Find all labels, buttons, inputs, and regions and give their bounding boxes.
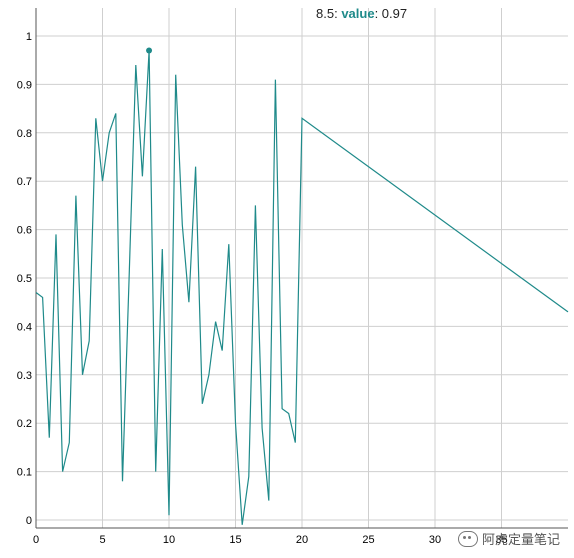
y-tick-label: 1 bbox=[26, 31, 32, 43]
y-tick-label: 0.2 bbox=[17, 418, 32, 430]
watermark: 阿虎定量笔记 bbox=[457, 529, 560, 548]
wechat-icon bbox=[457, 530, 478, 547]
grid-lines bbox=[35, 8, 568, 528]
tooltip-x: 8.5 bbox=[316, 6, 335, 21]
series-layer bbox=[35, 47, 569, 525]
series-line-value bbox=[35, 50, 569, 525]
x-tick-label: 30 bbox=[429, 534, 441, 546]
y-tick-label: 0.9 bbox=[17, 79, 32, 91]
x-tick-label: 20 bbox=[296, 534, 308, 546]
y-tick-label: 0.7 bbox=[17, 176, 32, 188]
x-tick-label: 35 bbox=[495, 534, 507, 546]
y-tick-label: 0.3 bbox=[17, 370, 32, 382]
tooltip-series-name: value bbox=[341, 6, 375, 21]
x-tick-label: 5 bbox=[99, 534, 105, 546]
y-tick-label: 0.6 bbox=[17, 225, 32, 237]
y-tick-label: 0.5 bbox=[17, 273, 32, 285]
x-tick-label: 25 bbox=[362, 534, 374, 546]
axes bbox=[35, 8, 568, 529]
tick-labels: 0 5 10 15 20 25 30 35 0 0.1 0.2 0.3 0.4 0.5 0.6 0.7 0.8 0… bbox=[17, 31, 508, 546]
x-tick-label: 10 bbox=[163, 534, 175, 546]
x-tick-label: 0 bbox=[33, 534, 39, 546]
x-tick-label: 15 bbox=[229, 534, 241, 546]
y-tick-label: 0 bbox=[26, 515, 32, 527]
y-tick-label: 0.4 bbox=[17, 321, 32, 333]
highlight-point bbox=[146, 47, 153, 54]
watermark-text: 阿虎定量笔记 bbox=[481, 533, 560, 548]
y-tick-label: 0.8 bbox=[17, 128, 32, 140]
tooltip: 8.5: value: 0.97 bbox=[316, 6, 408, 21]
tooltip-value: 0.97 bbox=[381, 6, 408, 21]
y-tick-label: 0.1 bbox=[17, 467, 32, 479]
